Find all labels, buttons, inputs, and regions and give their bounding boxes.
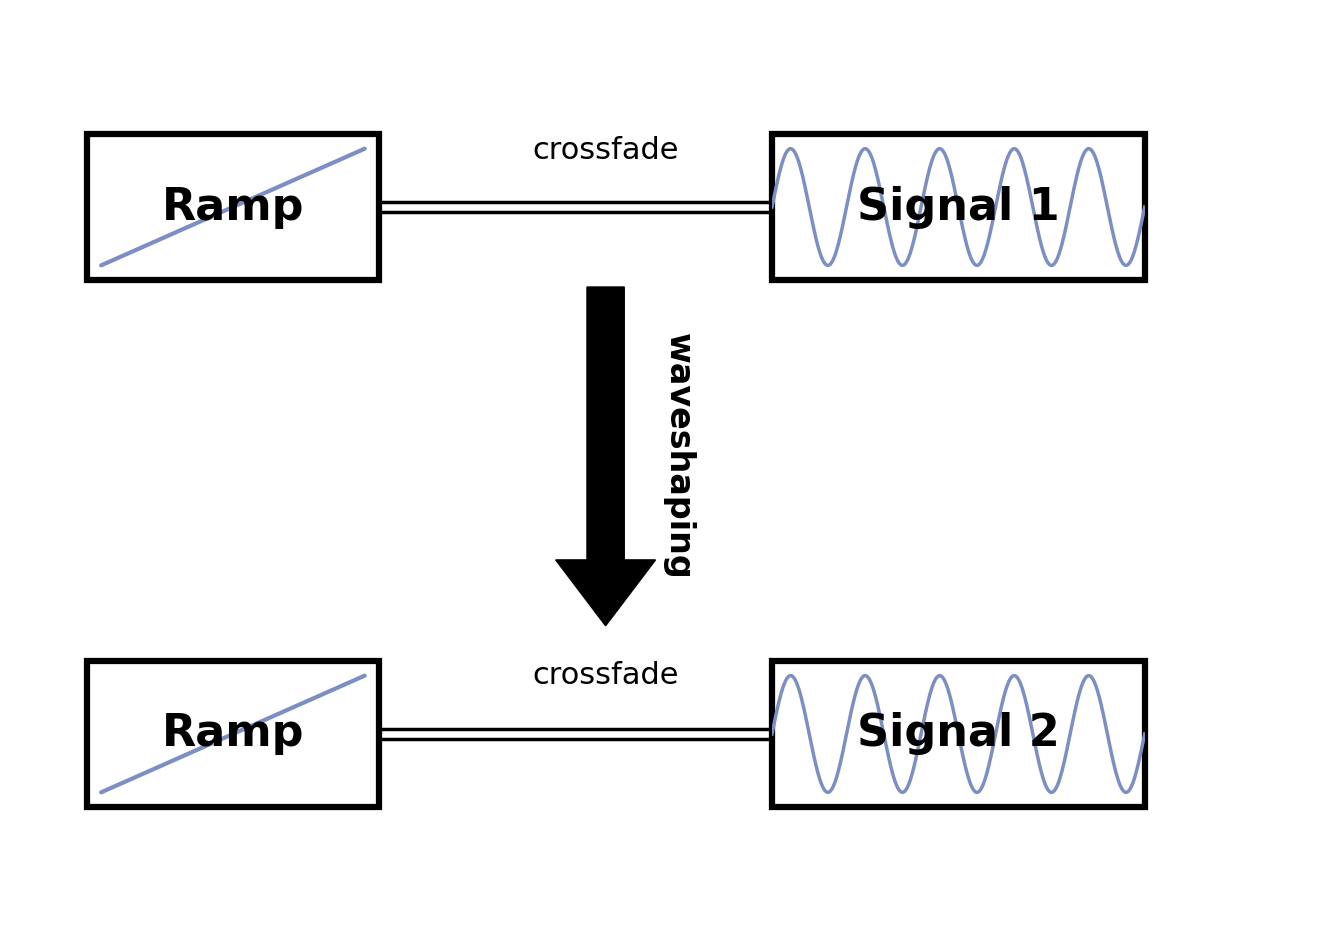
Text: crossfade: crossfade (532, 661, 679, 690)
Text: crossfade: crossfade (532, 136, 679, 165)
FancyArrow shape (556, 287, 655, 626)
Text: Signal 2: Signal 2 (857, 712, 1059, 756)
Text: Ramp: Ramp (161, 185, 305, 229)
Bar (87, 135, 379, 280)
Text: Signal 1: Signal 1 (857, 185, 1059, 229)
Text: Ramp: Ramp (161, 712, 305, 756)
Bar (772, 135, 1145, 280)
Bar (772, 661, 1145, 807)
Text: waveshaping: waveshaping (662, 333, 695, 580)
Bar (87, 661, 379, 807)
